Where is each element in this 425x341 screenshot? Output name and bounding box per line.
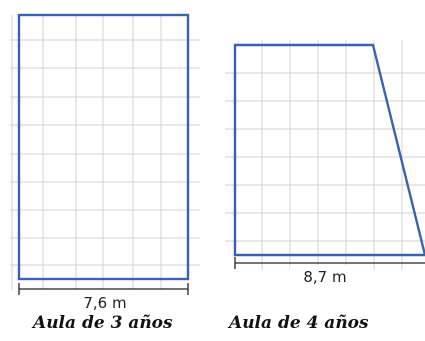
classroom-3-dimension-label: 7,6 m — [83, 294, 126, 312]
classroom-4-dimension-label: 8,7 m — [303, 268, 346, 286]
grid-classroom-4 — [225, 40, 425, 270]
classroom-3-dimension: 7,6 m — [18, 283, 189, 312]
grid-classroom-3 — [10, 15, 200, 290]
classroom-4-outline — [233, 43, 425, 257]
classroom-4-dimension: 8,7 m — [234, 257, 425, 287]
classroom-3-caption: Aula de 3 años — [33, 313, 173, 333]
classroom-4-caption: Aula de 4 años — [229, 313, 369, 333]
classroom-3-outline — [17, 13, 190, 281]
